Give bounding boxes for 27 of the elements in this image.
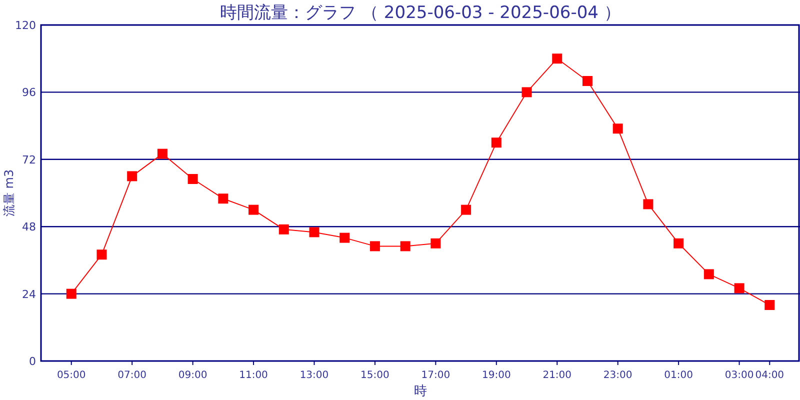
point (643, 199, 654, 210)
point (582, 76, 592, 86)
point (157, 148, 168, 159)
point (400, 241, 410, 252)
point (127, 171, 138, 182)
ylabel: 流量 m3 (2, 169, 16, 217)
point (704, 269, 714, 280)
title: 時間流量：グラフ （ 2025-06-03 - 2025-06-04 ） (220, 3, 621, 23)
point (764, 300, 775, 310)
point (218, 194, 228, 204)
point (522, 87, 532, 98)
xlabel: 時 (414, 384, 427, 399)
point (612, 124, 623, 134)
point (188, 174, 198, 184)
point (340, 232, 350, 243)
point (370, 241, 380, 252)
point (461, 204, 472, 215)
point (66, 288, 76, 299)
point (309, 227, 320, 238)
point (278, 224, 289, 234)
point (491, 138, 502, 148)
point (430, 238, 441, 248)
point (674, 238, 684, 248)
point (552, 54, 562, 64)
point (734, 283, 744, 294)
point (248, 204, 259, 215)
point (96, 250, 107, 260)
